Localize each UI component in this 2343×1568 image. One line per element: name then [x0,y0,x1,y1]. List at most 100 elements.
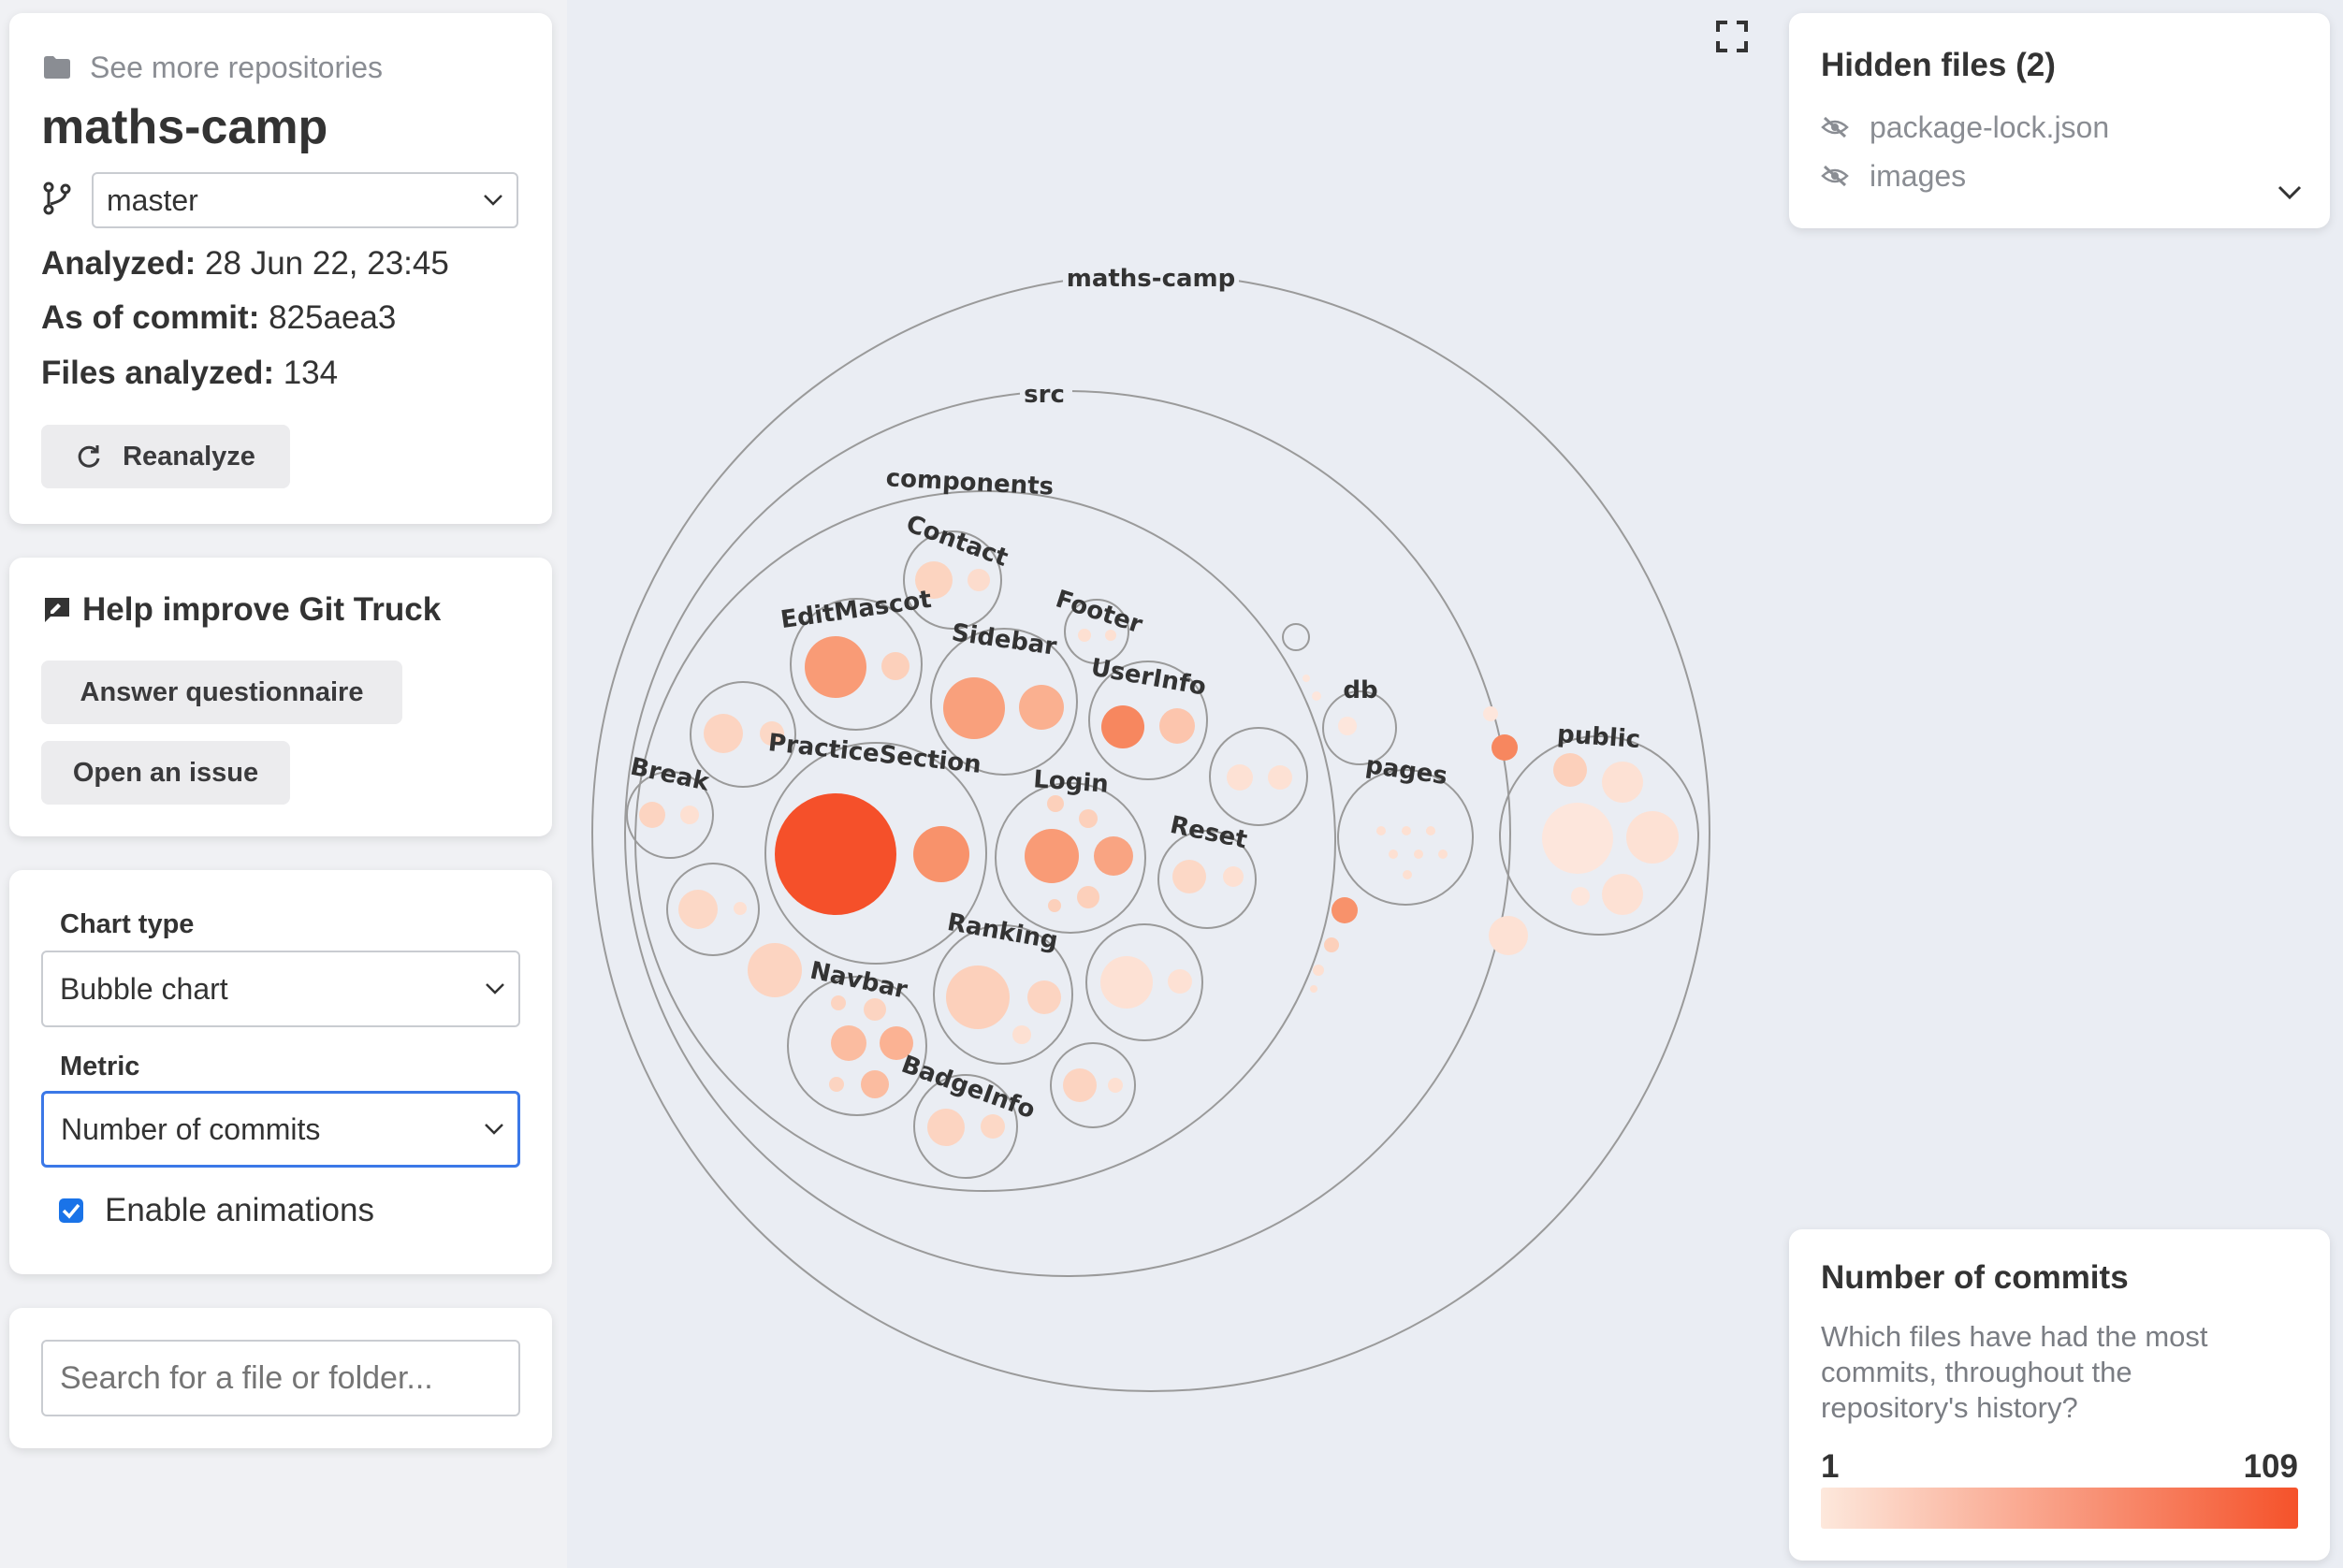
folder-circle-badgeinfo[interactable] [913,1074,1018,1179]
file-bubble[interactable] [1426,826,1435,835]
folder-circle[interactable] [1282,623,1310,651]
folder-circle-pages[interactable] [1337,769,1474,906]
folder-circle-root[interactable] [591,273,1710,1392]
file-bubble[interactable] [1025,829,1079,883]
folder-circle-contact[interactable] [903,530,1002,630]
file-bubble[interactable] [1626,811,1679,864]
file-bubble[interactable] [1172,860,1206,893]
file-bubble[interactable] [1048,899,1061,912]
file-bubble[interactable] [1324,937,1339,952]
file-bubble[interactable] [1077,886,1099,908]
chart-type-select[interactable]: Bubble chart [41,951,520,1027]
file-bubble[interactable] [1094,836,1133,876]
folder-circle-editmascot[interactable] [790,598,923,731]
file-bubble[interactable] [1571,887,1590,906]
file-bubble[interactable] [748,943,802,997]
file-bubble[interactable] [639,802,665,828]
file-bubble[interactable] [1332,897,1358,923]
file-bubble[interactable] [1489,916,1528,955]
file-bubble[interactable] [1027,980,1061,1014]
file-bubble[interactable] [1268,765,1292,790]
file-bubble[interactable] [1438,849,1448,859]
file-bubble[interactable] [1047,795,1064,812]
search-input[interactable] [41,1340,520,1416]
hidden-file-item[interactable]: package-lock.json [1821,109,2109,146]
file-bubble[interactable] [1168,969,1192,994]
file-bubble[interactable] [880,1026,913,1060]
file-bubble[interactable] [1312,691,1321,701]
folder-circle[interactable] [1050,1042,1136,1128]
file-bubble[interactable] [1100,956,1153,1009]
folder-circle-login[interactable] [995,782,1146,934]
file-bubble[interactable] [734,902,747,915]
file-bubble[interactable] [1079,809,1098,828]
file-bubble[interactable] [1389,849,1398,859]
file-bubble[interactable] [1063,1068,1097,1102]
file-bubble[interactable] [861,1070,889,1098]
branch-select[interactable]: master [92,172,518,228]
file-bubble[interactable] [1019,685,1064,730]
file-bubble[interactable] [946,965,1010,1029]
file-bubble[interactable] [981,1114,1005,1139]
folder-circle-practicesection[interactable] [764,742,987,965]
see-more-repositories-link[interactable]: See more repositories [43,49,383,86]
file-bubble[interactable] [829,1077,844,1092]
file-bubble[interactable] [968,569,990,591]
hidden-file-item[interactable]: images [1821,157,1966,195]
folder-circle-userinfo[interactable] [1088,661,1208,780]
folder-circle[interactable] [666,863,760,956]
file-bubble[interactable] [1492,734,1518,761]
file-bubble[interactable] [913,826,969,882]
file-bubble[interactable] [1223,866,1244,887]
file-bubble[interactable] [1402,826,1411,835]
file-bubble[interactable] [1602,874,1643,915]
file-bubble[interactable] [1012,1025,1031,1044]
file-bubble[interactable] [1313,965,1324,976]
file-bubble[interactable] [831,995,846,1010]
file-bubble[interactable] [1159,708,1195,744]
folder-circle-db[interactable] [1322,690,1397,765]
checkbox-checked-icon[interactable] [58,1198,84,1224]
folder-circle-reset[interactable] [1157,830,1257,929]
fullscreen-icon[interactable] [1716,21,1748,52]
file-bubble[interactable] [1310,985,1317,993]
chevron-down-icon[interactable] [2278,185,2302,200]
folder-circle[interactable] [1209,727,1308,826]
folder-circle[interactable] [1085,923,1203,1041]
file-bubble[interactable] [680,806,699,824]
file-bubble[interactable] [1227,764,1253,791]
animations-toggle[interactable]: Enable animations [58,1190,374,1231]
file-bubble[interactable] [1101,705,1144,748]
file-bubble[interactable] [1542,803,1613,874]
file-bubble[interactable] [864,998,886,1021]
file-bubble[interactable] [1108,1078,1123,1093]
file-bubble[interactable] [1105,630,1116,641]
folder-circle-public[interactable] [1499,735,1699,936]
file-bubble[interactable] [831,1025,866,1061]
file-bubble[interactable] [1302,675,1310,682]
file-bubble[interactable] [1376,826,1386,835]
file-bubble[interactable] [1553,753,1587,787]
metric-select[interactable]: Number of commits [41,1091,520,1168]
reanalyze-button[interactable]: Reanalyze [41,425,290,488]
folder-circle-sidebar[interactable] [930,628,1078,776]
file-bubble[interactable] [1403,870,1412,879]
folder-circle-ranking[interactable] [933,924,1073,1065]
file-bubble[interactable] [1414,849,1423,859]
answer-questionnaire-button[interactable]: Answer questionnaire [41,661,402,724]
folder-circle-footer[interactable] [1064,599,1129,664]
file-bubble[interactable] [678,890,718,929]
folder-circle-break[interactable] [626,771,714,859]
file-bubble[interactable] [927,1109,965,1146]
file-bubble[interactable] [1338,717,1357,735]
open-issue-button[interactable]: Open an issue [41,741,290,805]
file-bubble[interactable] [805,636,866,698]
file-bubble[interactable] [943,677,1005,739]
folder-circle-navbar[interactable] [787,976,927,1116]
file-bubble[interactable] [1483,706,1498,721]
file-bubble[interactable] [915,561,953,599]
file-bubble[interactable] [760,721,784,746]
file-bubble[interactable] [1078,629,1091,642]
file-bubble[interactable] [775,793,896,915]
folder-circle[interactable] [690,681,796,788]
